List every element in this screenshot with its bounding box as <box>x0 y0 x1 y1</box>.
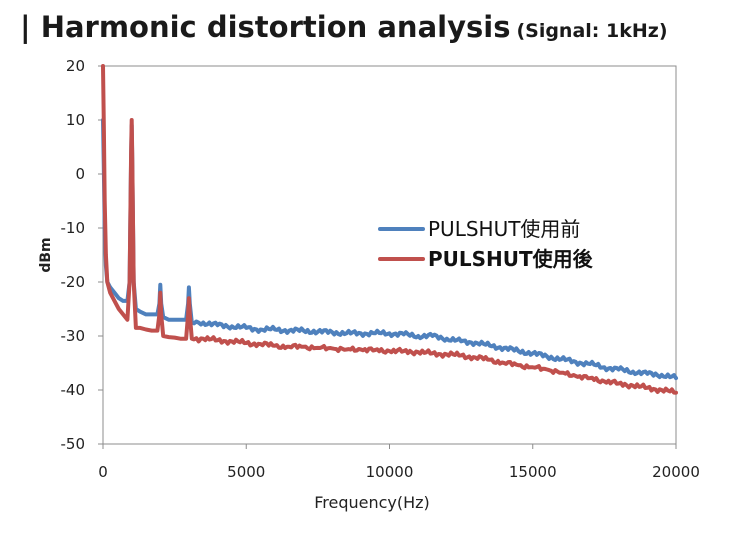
chart-legend: PULSHUT使用前 PULSHUT使用後 <box>378 217 594 271</box>
y-axis-label: dBm <box>38 237 54 272</box>
legend-label-2: PULSHUT使用後 <box>428 247 594 271</box>
chart-subtitle: (Signal: 1kHz) <box>516 20 668 42</box>
chart-title: | Harmonic distortion analysis <box>20 10 511 44</box>
y-tick-label: -20 <box>61 273 86 291</box>
chart-tick-labels: 20 10 0 -10 -20 -30 -40 -50 0 5000 10000 15000 20000 <box>61 57 700 481</box>
x-tick-label: 15000 <box>509 463 557 481</box>
x-axis-label: Frequency(Hz) <box>314 493 430 512</box>
chart-title-row: | Harmonic distortion analysis (Signal: 1… <box>20 10 668 44</box>
x-tick-label: 0 <box>98 463 108 481</box>
x-tick-label: 20000 <box>652 463 700 481</box>
series-line-2 <box>101 64 678 395</box>
y-tick-label: -30 <box>61 327 86 345</box>
y-tick-label: -10 <box>61 219 86 237</box>
chart-series <box>101 64 678 395</box>
chart-axes <box>98 65 677 449</box>
series-line-1 <box>101 118 678 381</box>
x-tick-label: 5000 <box>227 463 265 481</box>
x-tick-label: 10000 <box>366 463 414 481</box>
legend-label-1: PULSHUT使用前 <box>428 217 580 241</box>
y-tick-label: -40 <box>61 381 86 399</box>
y-tick-label: 10 <box>66 111 85 129</box>
y-tick-label: -50 <box>61 435 86 453</box>
y-tick-label: 0 <box>75 165 85 183</box>
y-tick-label: 20 <box>66 57 85 75</box>
